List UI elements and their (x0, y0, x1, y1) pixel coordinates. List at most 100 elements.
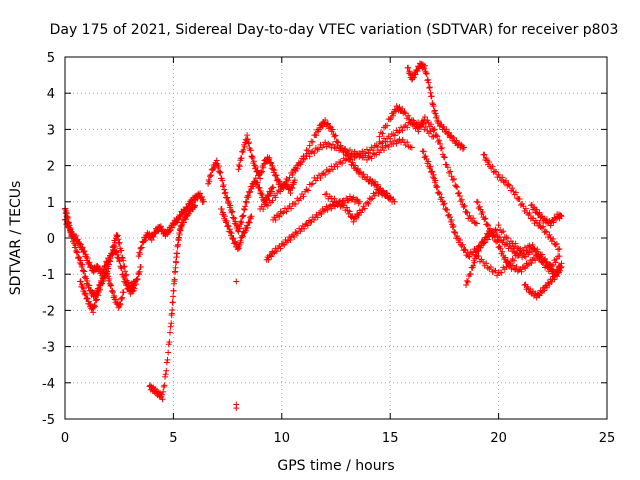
data-point-t13 (460, 204, 467, 211)
data-point-t11 (324, 206, 331, 213)
data-point-t2 (117, 301, 124, 308)
data-point-t15 (433, 182, 440, 189)
data-point-t13 (447, 168, 454, 175)
data-point-t0 (83, 253, 90, 260)
data-point-t15 (426, 165, 433, 172)
data-point-t1 (77, 257, 84, 264)
data-point-t12 (331, 195, 338, 202)
data-point-t5 (232, 218, 239, 225)
data-point-t19 (543, 258, 550, 265)
data-point-t4 (158, 391, 165, 398)
data-point-t14 (453, 137, 460, 144)
data-point-t17 (490, 231, 497, 238)
data-point-t6 (246, 219, 253, 226)
data-point-t14 (425, 79, 432, 86)
data-point-t18 (489, 163, 496, 170)
data-point-t5 (206, 178, 213, 185)
data-point-t10 (302, 153, 309, 160)
data-point-t4 (171, 276, 178, 283)
data-point-t0 (133, 276, 140, 283)
y-tick-label: -3 (42, 341, 55, 356)
data-point-t16 (472, 252, 479, 259)
data-point-t1 (66, 227, 73, 234)
data-point-t17 (520, 264, 527, 271)
data-point-t21 (547, 222, 554, 229)
data-point-t15 (504, 235, 511, 242)
data-point-t17 (518, 268, 525, 275)
data-point-t1 (109, 250, 116, 257)
data-point-t9 (300, 193, 307, 200)
data-point-t19 (480, 258, 487, 265)
x-axis-label: GPS time / hours (277, 458, 394, 474)
data-point-t2 (90, 309, 97, 316)
data-point-t6 (223, 217, 230, 224)
data-point-t17 (502, 254, 509, 261)
data-point-t2 (111, 292, 118, 299)
data-point-t2 (77, 278, 84, 285)
data-point-t3 (140, 238, 147, 245)
data-point-t7 (258, 168, 265, 175)
data-point-t2 (93, 297, 100, 304)
data-point-t9 (275, 212, 282, 219)
data-point-t10 (300, 156, 307, 163)
data-point-t13 (399, 105, 406, 112)
data-point-t18 (550, 235, 557, 242)
data-point-t1 (120, 257, 127, 264)
data-point-t5 (216, 168, 223, 175)
data-point-t6 (236, 245, 243, 252)
data-point-t14 (423, 70, 430, 77)
data-point-t19 (523, 247, 530, 254)
data-point-t0 (113, 248, 120, 255)
data-point-t1 (118, 247, 125, 254)
data-point-t19 (489, 268, 496, 275)
data-point-t19 (492, 267, 499, 274)
data-point-t7 (235, 166, 242, 173)
data-point-t9 (408, 144, 415, 151)
data-point-t2 (91, 302, 98, 309)
data-point-t14 (430, 103, 437, 110)
data-point-t13 (408, 116, 415, 123)
data-point-t11 (317, 209, 324, 216)
data-point-t12 (391, 198, 398, 205)
data-point-t2 (113, 296, 120, 303)
data-point-t9 (391, 137, 398, 144)
data-point-t7 (244, 132, 251, 139)
data-point-t9 (357, 150, 364, 157)
data-point-t18 (512, 189, 519, 196)
data-point-t11 (304, 222, 311, 229)
data-point-t0 (79, 244, 86, 251)
data-point-t5 (224, 194, 231, 201)
data-point-t8 (286, 174, 293, 181)
data-point-t10 (329, 126, 336, 133)
data-point-t12 (371, 192, 378, 199)
data-point-t17 (499, 248, 506, 255)
data-point-t10 (349, 159, 356, 166)
data-point-t4 (182, 216, 189, 223)
data-point-t15 (438, 194, 445, 201)
data-point-t4 (168, 320, 175, 327)
data-point-t12 (328, 195, 335, 202)
data-point-t7 (268, 160, 275, 167)
data-point-t15 (461, 246, 468, 253)
data-point-t8 (272, 194, 279, 201)
data-point-t16 (464, 277, 471, 284)
data-point-t14 (458, 141, 465, 148)
data-point-t20 (541, 287, 548, 294)
data-point-t3 (198, 193, 205, 200)
data-point-t3 (197, 190, 204, 197)
data-point-t7 (245, 140, 252, 147)
data-point-t4 (165, 349, 172, 356)
data-point-t4 (184, 212, 191, 219)
data-point-t15 (432, 177, 439, 184)
data-point-t1 (116, 239, 123, 246)
data-point-t3 (136, 251, 143, 258)
data-point-t14 (435, 118, 442, 125)
data-point-t2 (93, 296, 100, 303)
data-point-t1 (72, 242, 79, 249)
data-point-t12 (353, 215, 360, 222)
data-point-t7 (289, 185, 296, 192)
data-point-t1 (109, 243, 116, 250)
data-point-t8 (277, 188, 284, 195)
data-point-t5 (217, 169, 224, 176)
data-point-t10 (306, 142, 313, 149)
